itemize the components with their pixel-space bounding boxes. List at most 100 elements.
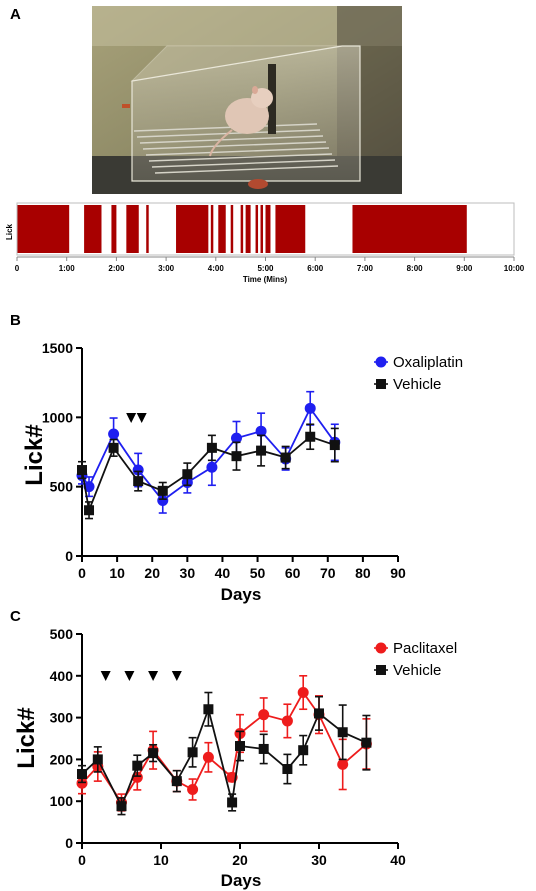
data-point (133, 476, 144, 487)
raster-tick-label: 9:00 (456, 264, 473, 273)
legend-marker (375, 642, 387, 654)
raster-x-label: Time (Mins) (243, 275, 288, 284)
lick-bout-9 (240, 205, 244, 253)
data-point (84, 505, 95, 516)
data-point (231, 451, 242, 462)
c-y-tick-label: 100 (50, 793, 74, 809)
c-x-tick-label: 0 (78, 852, 86, 868)
legend-label: Vehicle (393, 662, 441, 679)
b-x-tick-label: 40 (215, 565, 231, 581)
data-point (297, 687, 309, 699)
data-point (206, 461, 218, 473)
b-x-tick-label: 30 (180, 565, 196, 581)
data-point (108, 428, 120, 440)
data-point (281, 715, 293, 727)
data-point (258, 709, 270, 721)
c-y-tick-label: 0 (65, 835, 73, 851)
b-x-tick-label: 20 (144, 565, 160, 581)
data-point (202, 751, 214, 763)
c-x-tick-label: 30 (311, 852, 327, 868)
raster-tick-label: 6:00 (307, 264, 324, 273)
data-point (255, 425, 267, 437)
b-y-tick-label: 0 (65, 548, 73, 564)
panel-label-b: B (10, 312, 21, 329)
raster-tick-label: 1:00 (59, 264, 76, 273)
data-point (304, 402, 316, 414)
raster-y-label: Lick (5, 223, 14, 240)
data-point (280, 452, 291, 463)
lick-bout-1 (84, 205, 102, 253)
mouse-in-lick-cage-photo (92, 6, 402, 194)
data-point (329, 440, 340, 451)
lick-bout-13 (265, 205, 271, 253)
c-x-tick-label: 40 (390, 852, 406, 868)
lick-bout-11 (255, 205, 259, 253)
b-y-tick-label: 1000 (42, 409, 73, 425)
b-x-tick-label: 50 (250, 565, 266, 581)
data-point (337, 727, 348, 738)
raster-tick-label: 4:00 (208, 264, 225, 273)
b-y-tick-label: 1500 (42, 340, 73, 356)
c-x-title: Days (221, 871, 262, 890)
legend-marker (375, 356, 387, 368)
injection-arrow-icon (124, 671, 135, 681)
panel-label-c: C (10, 608, 21, 625)
injection-arrow-icon (100, 671, 111, 681)
data-point (92, 754, 103, 765)
injection-arrow-icon (148, 671, 159, 681)
legend-label: Oxaliplatin (393, 354, 463, 371)
b-x-tick-label: 80 (355, 565, 371, 581)
b-x-tick-label: 70 (320, 565, 336, 581)
data-point (171, 776, 182, 787)
injection-arrow-icon (171, 671, 182, 681)
data-point (148, 748, 159, 759)
data-point (361, 737, 372, 748)
raster-frame (16, 202, 515, 256)
b-x-tick-label: 90 (390, 565, 406, 581)
c-x-tick-label: 10 (153, 852, 169, 868)
lick-bout-3 (126, 205, 139, 253)
panel-label-a: A (10, 6, 21, 23)
data-point (305, 431, 316, 442)
data-point (157, 485, 168, 496)
data-point (108, 442, 119, 453)
legend-label: Paclitaxel (393, 640, 457, 657)
b-x-tick-label: 60 (285, 565, 301, 581)
c-x-tick-label: 20 (232, 852, 248, 868)
data-point (298, 745, 309, 756)
raster-tick-label: 7:00 (357, 264, 374, 273)
raster-tick-label: 3:00 (158, 264, 175, 273)
data-point (76, 777, 88, 789)
lick-bout-15 (352, 205, 467, 253)
lick-bout-8 (230, 205, 234, 253)
data-point (116, 801, 127, 812)
series-line-oxaliplatin (81, 406, 336, 502)
b-x-title: Days (221, 585, 262, 604)
data-point (282, 764, 293, 775)
raster-tick-label: 5:00 (257, 264, 274, 273)
lick-bout-14 (275, 205, 306, 253)
lick-bout-12 (260, 205, 264, 253)
data-point (314, 708, 324, 719)
raster-tick-label: 0 (15, 264, 20, 273)
data-point (230, 432, 242, 444)
data-point (157, 495, 169, 507)
data-point (77, 465, 87, 476)
b-x-tick-label: 10 (109, 565, 125, 581)
lick-bout-0 (17, 205, 70, 253)
lick-bout-7 (218, 205, 226, 253)
c-y-tick-label: 400 (50, 668, 74, 684)
lick-bout-2 (111, 205, 117, 253)
data-point (235, 741, 245, 752)
data-point (187, 747, 198, 758)
data-point (258, 743, 269, 754)
data-point (256, 445, 267, 456)
c-y-tick-label: 200 (50, 751, 74, 767)
raster-tick-label: 2:00 (108, 264, 125, 273)
legend-marker (376, 379, 386, 389)
data-point (182, 469, 193, 480)
data-point (203, 704, 214, 715)
data-point (187, 783, 199, 795)
data-point (77, 769, 87, 780)
